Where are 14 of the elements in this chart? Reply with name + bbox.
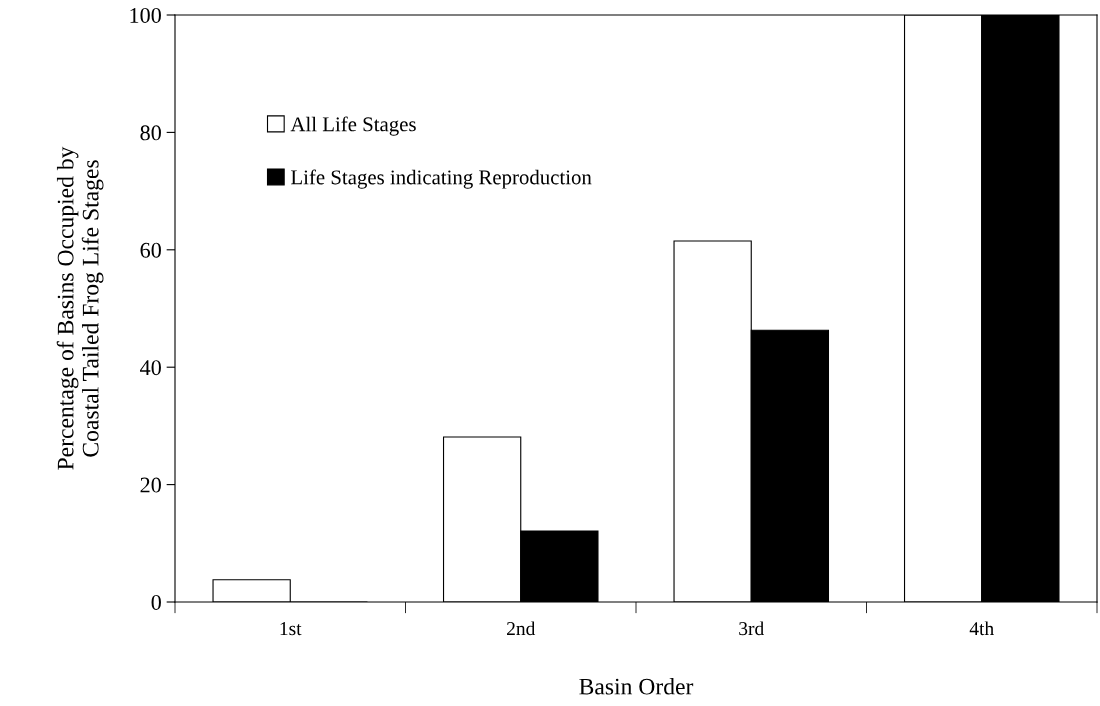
legend-label: Life Stages indicating Reproduction	[291, 169, 592, 189]
x-tick-label: 2nd	[507, 621, 536, 636]
x-tick-label: 4th	[969, 621, 994, 636]
y-axis-title: Percentage of Basins Occupied by Coastal Tailed Frog Life Stages	[56, 146, 104, 470]
y-tick-label: 40	[140, 360, 161, 376]
y-tick-label: 0	[151, 594, 161, 610]
y-tick-label: 100	[130, 7, 161, 23]
y-tick-label: 60	[140, 242, 161, 258]
x-tick-label: 3rd	[739, 621, 764, 636]
y-tick-label: 20	[140, 477, 161, 493]
legend-label: All Life Stages	[290, 116, 416, 136]
x-axis-title: Basin Order	[579, 677, 694, 695]
x-tick-label: 1st	[280, 622, 302, 636]
y-tick-label: 80	[140, 125, 161, 141]
